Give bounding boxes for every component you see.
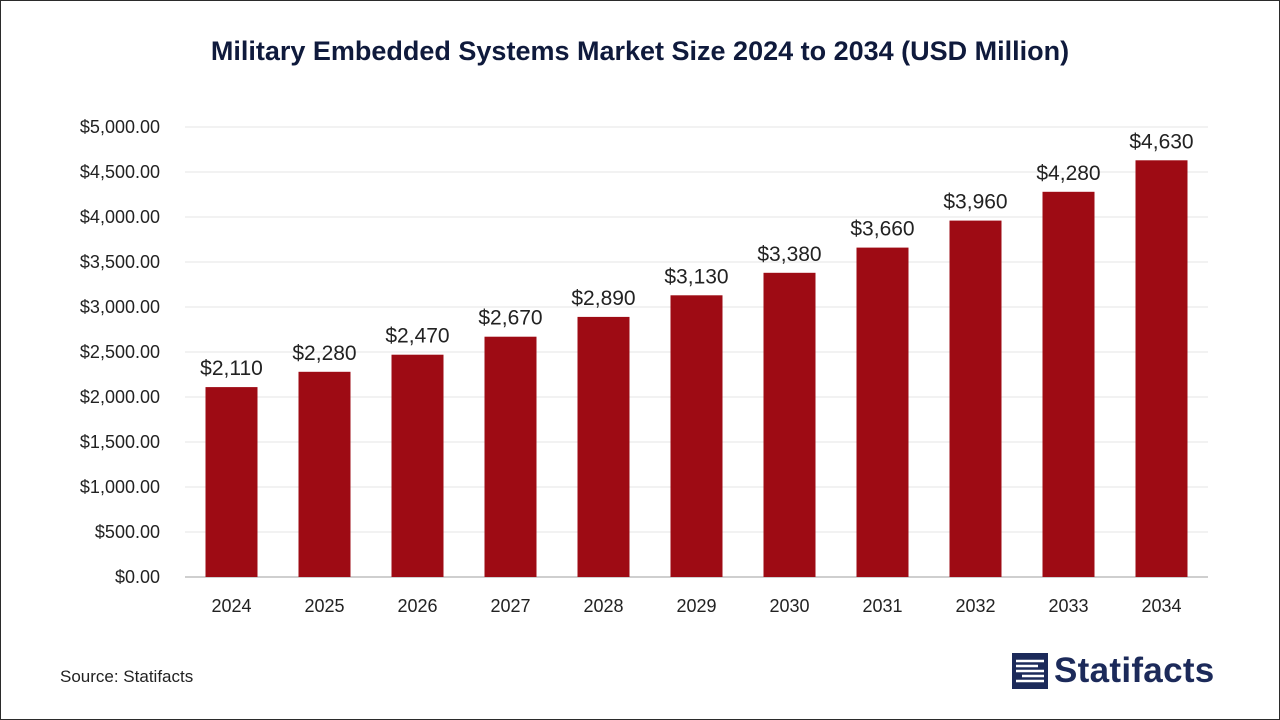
source-note: Source: Statifacts [60, 667, 194, 686]
x-tick-label: 2031 [862, 596, 902, 616]
x-tick-label: 2026 [397, 596, 437, 616]
data-label: $2,280 [292, 342, 356, 365]
bar [484, 336, 537, 577]
x-tick-label: 2024 [211, 596, 251, 616]
bar [949, 220, 1002, 577]
x-tick-label: 2025 [304, 596, 344, 616]
chart-title: Military Embedded Systems Market Size 20… [210, 36, 1070, 66]
x-tick-label: 2027 [490, 596, 530, 616]
y-tick-label: $2,000.00 [80, 387, 160, 407]
y-tick-label: $3,500.00 [80, 252, 160, 272]
data-label: $2,110 [200, 357, 263, 380]
y-tick-label: $3,000.00 [80, 297, 160, 317]
bar [1042, 191, 1095, 578]
data-label: $2,470 [385, 325, 449, 348]
x-tick-label: 2032 [955, 596, 995, 616]
bar [391, 354, 444, 577]
y-tick-label: $500.00 [95, 522, 160, 542]
y-tick-label: $0.00 [115, 567, 160, 587]
data-label: $3,660 [850, 218, 914, 241]
data-label: $3,380 [757, 243, 821, 266]
data-label: $3,960 [943, 191, 1007, 214]
bar [1135, 160, 1188, 578]
x-tick-label: 2034 [1141, 596, 1181, 616]
data-label: $4,630 [1129, 130, 1193, 153]
y-tick-label: $1,000.00 [80, 477, 160, 497]
x-tick-label: 2030 [769, 596, 809, 616]
bar [577, 316, 630, 577]
x-tick-label: 2029 [676, 596, 716, 616]
y-tick-label: $4,000.00 [80, 207, 160, 227]
x-tick-label: 2028 [583, 596, 623, 616]
y-tick-label: $4,500.00 [80, 162, 160, 182]
data-label: $3,130 [664, 265, 728, 288]
bar [205, 387, 258, 577]
y-tick-label: $2,500.00 [80, 342, 160, 362]
data-label: $2,670 [478, 307, 542, 330]
x-tick-label: 2033 [1048, 596, 1088, 616]
bar [856, 247, 909, 577]
y-tick-label: $1,500.00 [80, 432, 160, 452]
statifacts-logo-text: Statifacts [1054, 651, 1215, 690]
data-label: $4,280 [1036, 162, 1100, 185]
bar [763, 272, 816, 577]
bar [298, 371, 351, 577]
bar [670, 295, 723, 577]
y-tick-label: $5,000.00 [80, 117, 160, 137]
data-label: $2,890 [571, 287, 635, 310]
statifacts-logo-icon [1012, 653, 1048, 689]
statifacts-logo: Statifacts [1012, 650, 1215, 692]
